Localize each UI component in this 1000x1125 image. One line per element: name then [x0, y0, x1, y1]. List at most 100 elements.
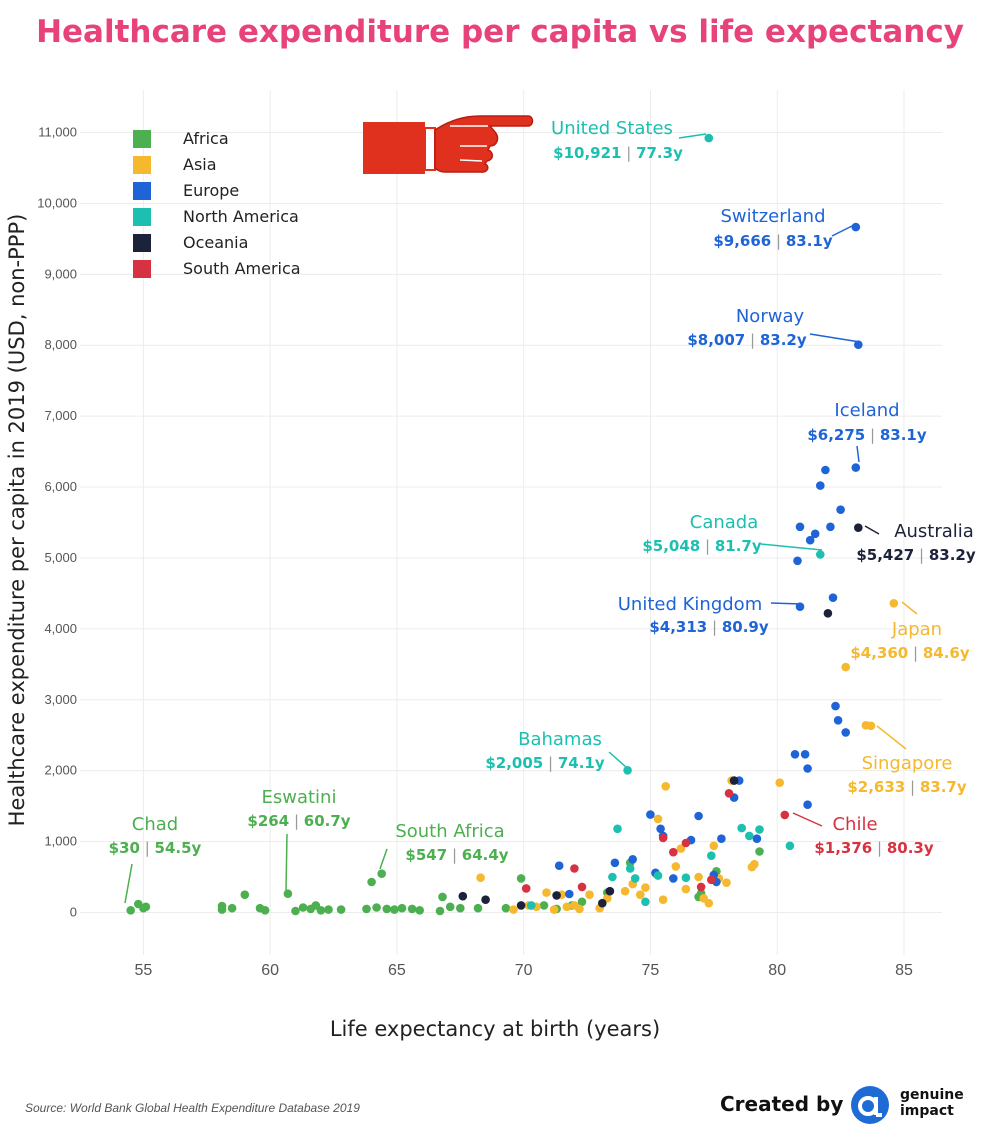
- data-point: [790, 750, 800, 759]
- brand-name-line-1: genuine: [900, 1087, 964, 1103]
- annotation-leader: [809, 333, 861, 343]
- data-point: [570, 864, 579, 873]
- brand: genuine impact: [850, 1085, 980, 1125]
- annotation: Eswatini $264 | 60.7y: [247, 787, 351, 891]
- data-point: [641, 897, 650, 907]
- data-point: [549, 905, 559, 914]
- data-point: [724, 789, 734, 798]
- x-tick-label: 55: [134, 962, 152, 979]
- data-point: [785, 841, 795, 851]
- data-point: [704, 898, 714, 908]
- annotation-name: Eswatini: [262, 787, 337, 808]
- data-point: [397, 903, 407, 913]
- data-point: [577, 882, 587, 892]
- data-point: [435, 906, 445, 916]
- legend-item: Asia: [133, 155, 217, 174]
- annotation: Japan $4,360 | 84.6y: [850, 601, 970, 662]
- annotation-name: Chile: [832, 814, 877, 835]
- y-tick-labels: 0 1,000 2,000 3,000 4,000 5,000 6,000 7,000 8,00…: [37, 125, 77, 920]
- data-point: [671, 862, 681, 871]
- data-point: [552, 891, 561, 900]
- data-point: [653, 814, 663, 824]
- data-point: [382, 904, 392, 914]
- legend-item: Europe: [133, 181, 239, 200]
- annotation: Canada $5,048 | 81.7y: [642, 512, 823, 555]
- annotation-value: $6,275 | 83.1y: [807, 426, 926, 444]
- annotation-value: $10,921 | 77.3y: [553, 144, 683, 162]
- data-point: [831, 701, 840, 711]
- data-points: [126, 133, 899, 916]
- data-point: [854, 340, 863, 350]
- data-point: [240, 890, 250, 899]
- y-tick-label: 1,000: [44, 834, 77, 849]
- data-point: [456, 903, 465, 913]
- annotation-name: Norway: [736, 306, 805, 327]
- data-point: [709, 841, 719, 851]
- chart-svg: 0 1,000 2,000 3,000 4,000 5,000 6,000 7,000 8,00…: [5, 90, 976, 1041]
- legend-swatch: [133, 182, 151, 200]
- data-point: [610, 858, 620, 868]
- data-point: [516, 901, 526, 910]
- data-point: [372, 903, 381, 912]
- annotation-leader: [678, 133, 707, 139]
- data-point: [415, 906, 425, 915]
- annotation-name: Chad: [132, 814, 178, 835]
- data-point: [509, 905, 518, 914]
- data-point: [367, 877, 376, 887]
- data-point: [694, 872, 703, 882]
- x-axis-label: Life expectancy at birth (years): [330, 1017, 660, 1041]
- annotation-leader: [856, 445, 860, 463]
- data-point: [260, 906, 270, 915]
- annotation: Chile $1,376 | 80.3y: [792, 812, 934, 857]
- data-point: [390, 905, 399, 914]
- y-tick-label: 9,000: [44, 266, 77, 281]
- data-point: [854, 523, 863, 532]
- data-point: [646, 810, 655, 819]
- data-point: [775, 778, 784, 787]
- data-point: [752, 834, 762, 843]
- data-point: [841, 662, 850, 672]
- data-point: [717, 834, 726, 843]
- data-point: [298, 903, 308, 912]
- annotation-leader: [876, 725, 907, 750]
- annotation-name: Singapore: [862, 753, 953, 774]
- data-point: [803, 764, 812, 773]
- annotation-leader: [379, 848, 388, 870]
- data-point: [803, 800, 812, 809]
- data-point: [141, 902, 151, 912]
- data-point: [694, 811, 703, 821]
- source-note: Source: World Bank Global Health Expendi…: [25, 1101, 360, 1115]
- data-point: [458, 891, 468, 901]
- annotation: Australia $5,427 | 83.2y: [856, 521, 975, 564]
- data-point: [696, 882, 706, 892]
- data-point: [800, 750, 810, 759]
- annotation-value: $2,005 | 74.1y: [485, 754, 604, 772]
- data-point: [608, 872, 617, 882]
- data-point: [445, 902, 455, 912]
- data-point: [362, 904, 371, 914]
- annotation-name: Iceland: [834, 400, 899, 421]
- annotation-value: $2,633 | 83.7y: [847, 778, 966, 796]
- legend-item: Africa: [133, 129, 229, 148]
- annotation: Bahamas $2,005 | 74.1y: [485, 729, 627, 772]
- annotation-leader: [124, 863, 133, 904]
- data-point: [681, 884, 691, 894]
- annotation-name: Japan: [891, 619, 942, 640]
- y-tick-label: 11,000: [38, 125, 77, 140]
- data-point: [805, 535, 815, 545]
- data-point: [793, 556, 802, 566]
- y-tick-label: 4,000: [44, 621, 77, 636]
- pointing-hand-icon: [363, 115, 534, 174]
- data-point: [729, 776, 739, 785]
- data-point: [625, 864, 635, 873]
- data-point: [516, 874, 526, 883]
- data-point: [636, 890, 645, 899]
- y-tick-label: 2,000: [44, 763, 77, 778]
- data-point: [613, 824, 622, 834]
- data-point: [851, 463, 861, 472]
- data-point: [750, 859, 759, 869]
- legend-swatch: [133, 260, 151, 278]
- data-point: [669, 847, 678, 857]
- annotation-leader: [608, 751, 627, 768]
- legend: Africa Asia Europe North America Oceania Sout…: [133, 129, 301, 278]
